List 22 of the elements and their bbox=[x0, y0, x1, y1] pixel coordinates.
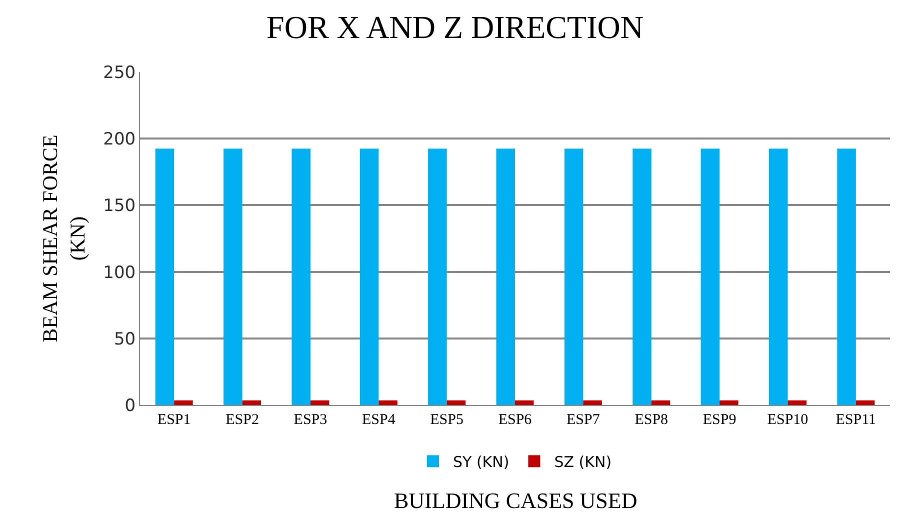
y-tick-label: 250 bbox=[103, 62, 136, 83]
y-tick-label: 50 bbox=[114, 329, 136, 350]
x-tick-label: ESP10 bbox=[767, 412, 808, 428]
chart-title: FOR X AND Z DIRECTION bbox=[266, 9, 644, 46]
y-axis-title: BEAM SHEAR FORCE (KN) bbox=[38, 134, 90, 342]
y-tick-label: 200 bbox=[103, 130, 136, 150]
x-tick-label: ESP11 bbox=[836, 412, 876, 428]
y-tick-label: 0 bbox=[124, 396, 136, 416]
x-tick-label: ESP2 bbox=[226, 412, 259, 428]
x-tick-label: ESP7 bbox=[566, 412, 600, 428]
legend-label: SZ (KN) bbox=[554, 453, 612, 472]
y-tick-label: 100 bbox=[103, 262, 136, 283]
x-tick-label: ESP6 bbox=[498, 412, 532, 428]
legend-label: SY (KN) bbox=[453, 453, 510, 472]
x-tick-label: ESP3 bbox=[294, 412, 328, 428]
x-axis-title: BUILDING CASES USED bbox=[394, 488, 638, 513]
x-tick-label: ESP1 bbox=[157, 412, 191, 428]
x-tick-label: ESP9 bbox=[702, 412, 736, 428]
y-tick-label: 150 bbox=[103, 196, 136, 216]
x-tick-label: ESP5 bbox=[430, 412, 464, 428]
x-tick-label: ESP4 bbox=[362, 412, 396, 428]
x-tick-label: ESP8 bbox=[634, 412, 668, 428]
